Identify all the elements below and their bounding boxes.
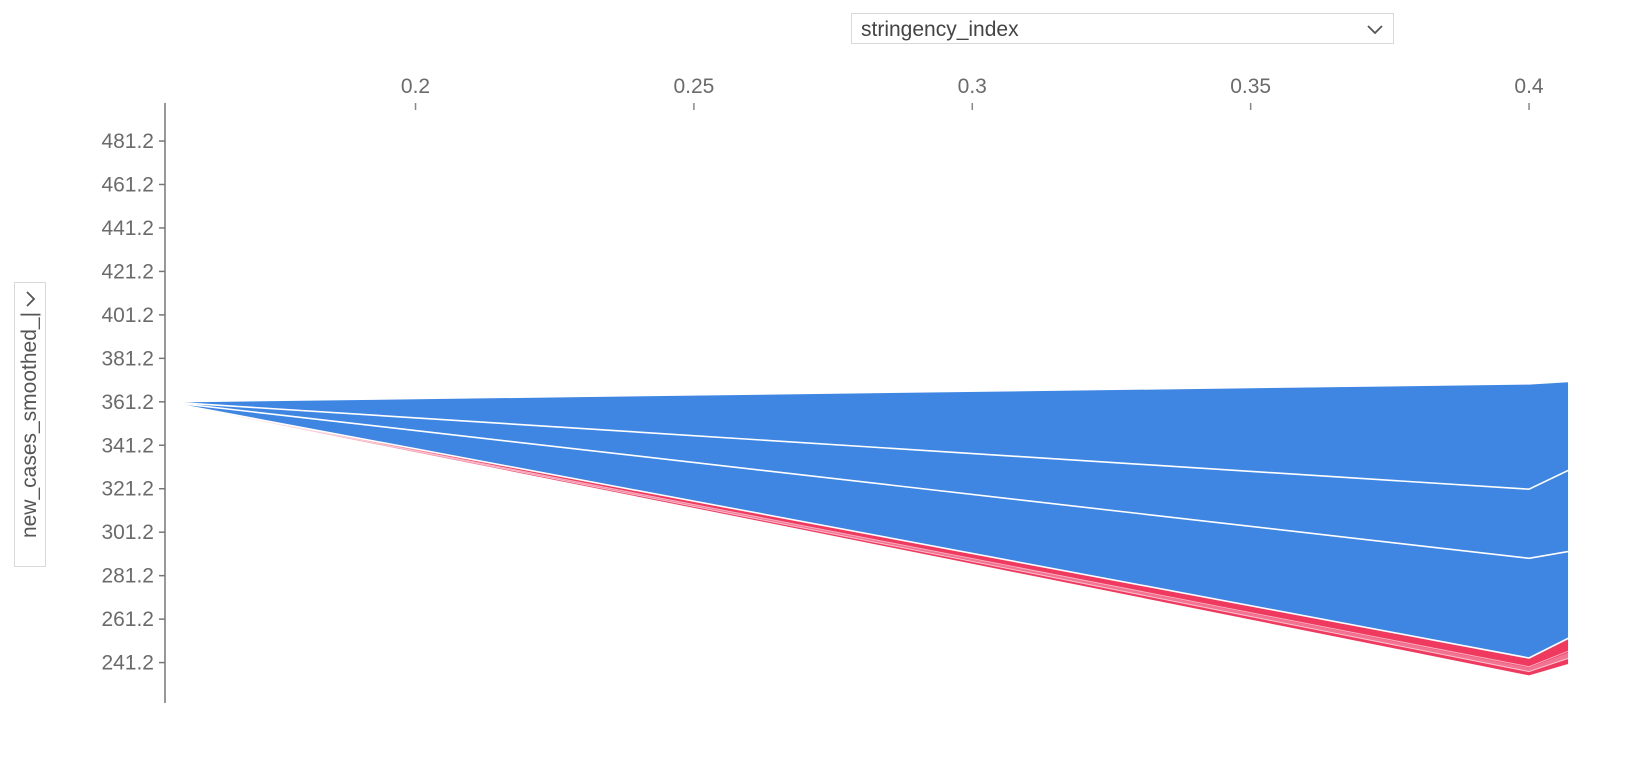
y-tick-label: 381.2 <box>101 347 154 370</box>
chevron-right-icon <box>21 289 41 314</box>
positive-negative-boundary <box>165 401 1568 659</box>
x-tick-label: 0.2 <box>401 75 430 98</box>
contribution-boundary-1 <box>165 401 1568 491</box>
y-tick-label: 261.2 <box>101 608 154 631</box>
y-tick-label: 361.2 <box>101 391 154 414</box>
contribution-boundary-2 <box>165 401 1568 560</box>
x-axis: 0.2 0.25 0.3 0.35 0.4 <box>401 75 1544 110</box>
y-tick-label: 421.2 <box>101 260 154 283</box>
x-feature-select[interactable]: stringency_index <box>851 13 1394 44</box>
y-tick-label: 441.2 <box>101 217 154 240</box>
y-tick-label: 281.2 <box>101 565 154 588</box>
y-tick-label: 341.2 <box>101 434 154 457</box>
y-tick-label: 321.2 <box>101 478 154 501</box>
positive-upper-edge <box>165 380 1568 403</box>
y-tick-label: 481.2 <box>101 130 154 153</box>
x-tick-label: 0.4 <box>1514 75 1544 98</box>
negative-band-line-2 <box>165 401 1568 673</box>
y-tick-label: 461.2 <box>101 173 154 196</box>
negative-band-line-1 <box>165 401 1568 668</box>
x-feature-select-label: stringency_index <box>861 18 1019 41</box>
chevron-down-icon <box>1365 20 1385 45</box>
x-tick-label: 0.35 <box>1230 75 1271 98</box>
y-feature-select[interactable]: new_cases_smoothed_| <box>14 282 46 567</box>
x-tick-label: 0.25 <box>673 75 714 98</box>
y-tick-label: 401.2 <box>101 304 154 327</box>
y-tick-label: 301.2 <box>101 521 154 544</box>
y-tick-label: 241.2 <box>101 652 154 675</box>
positive-contribution-area <box>165 381 1568 658</box>
y-axis: 481.2 461.2 441.2 421.2 401.2 381.2 361.2 341.2… <box>101 103 166 703</box>
x-tick-label: 0.3 <box>958 75 987 98</box>
